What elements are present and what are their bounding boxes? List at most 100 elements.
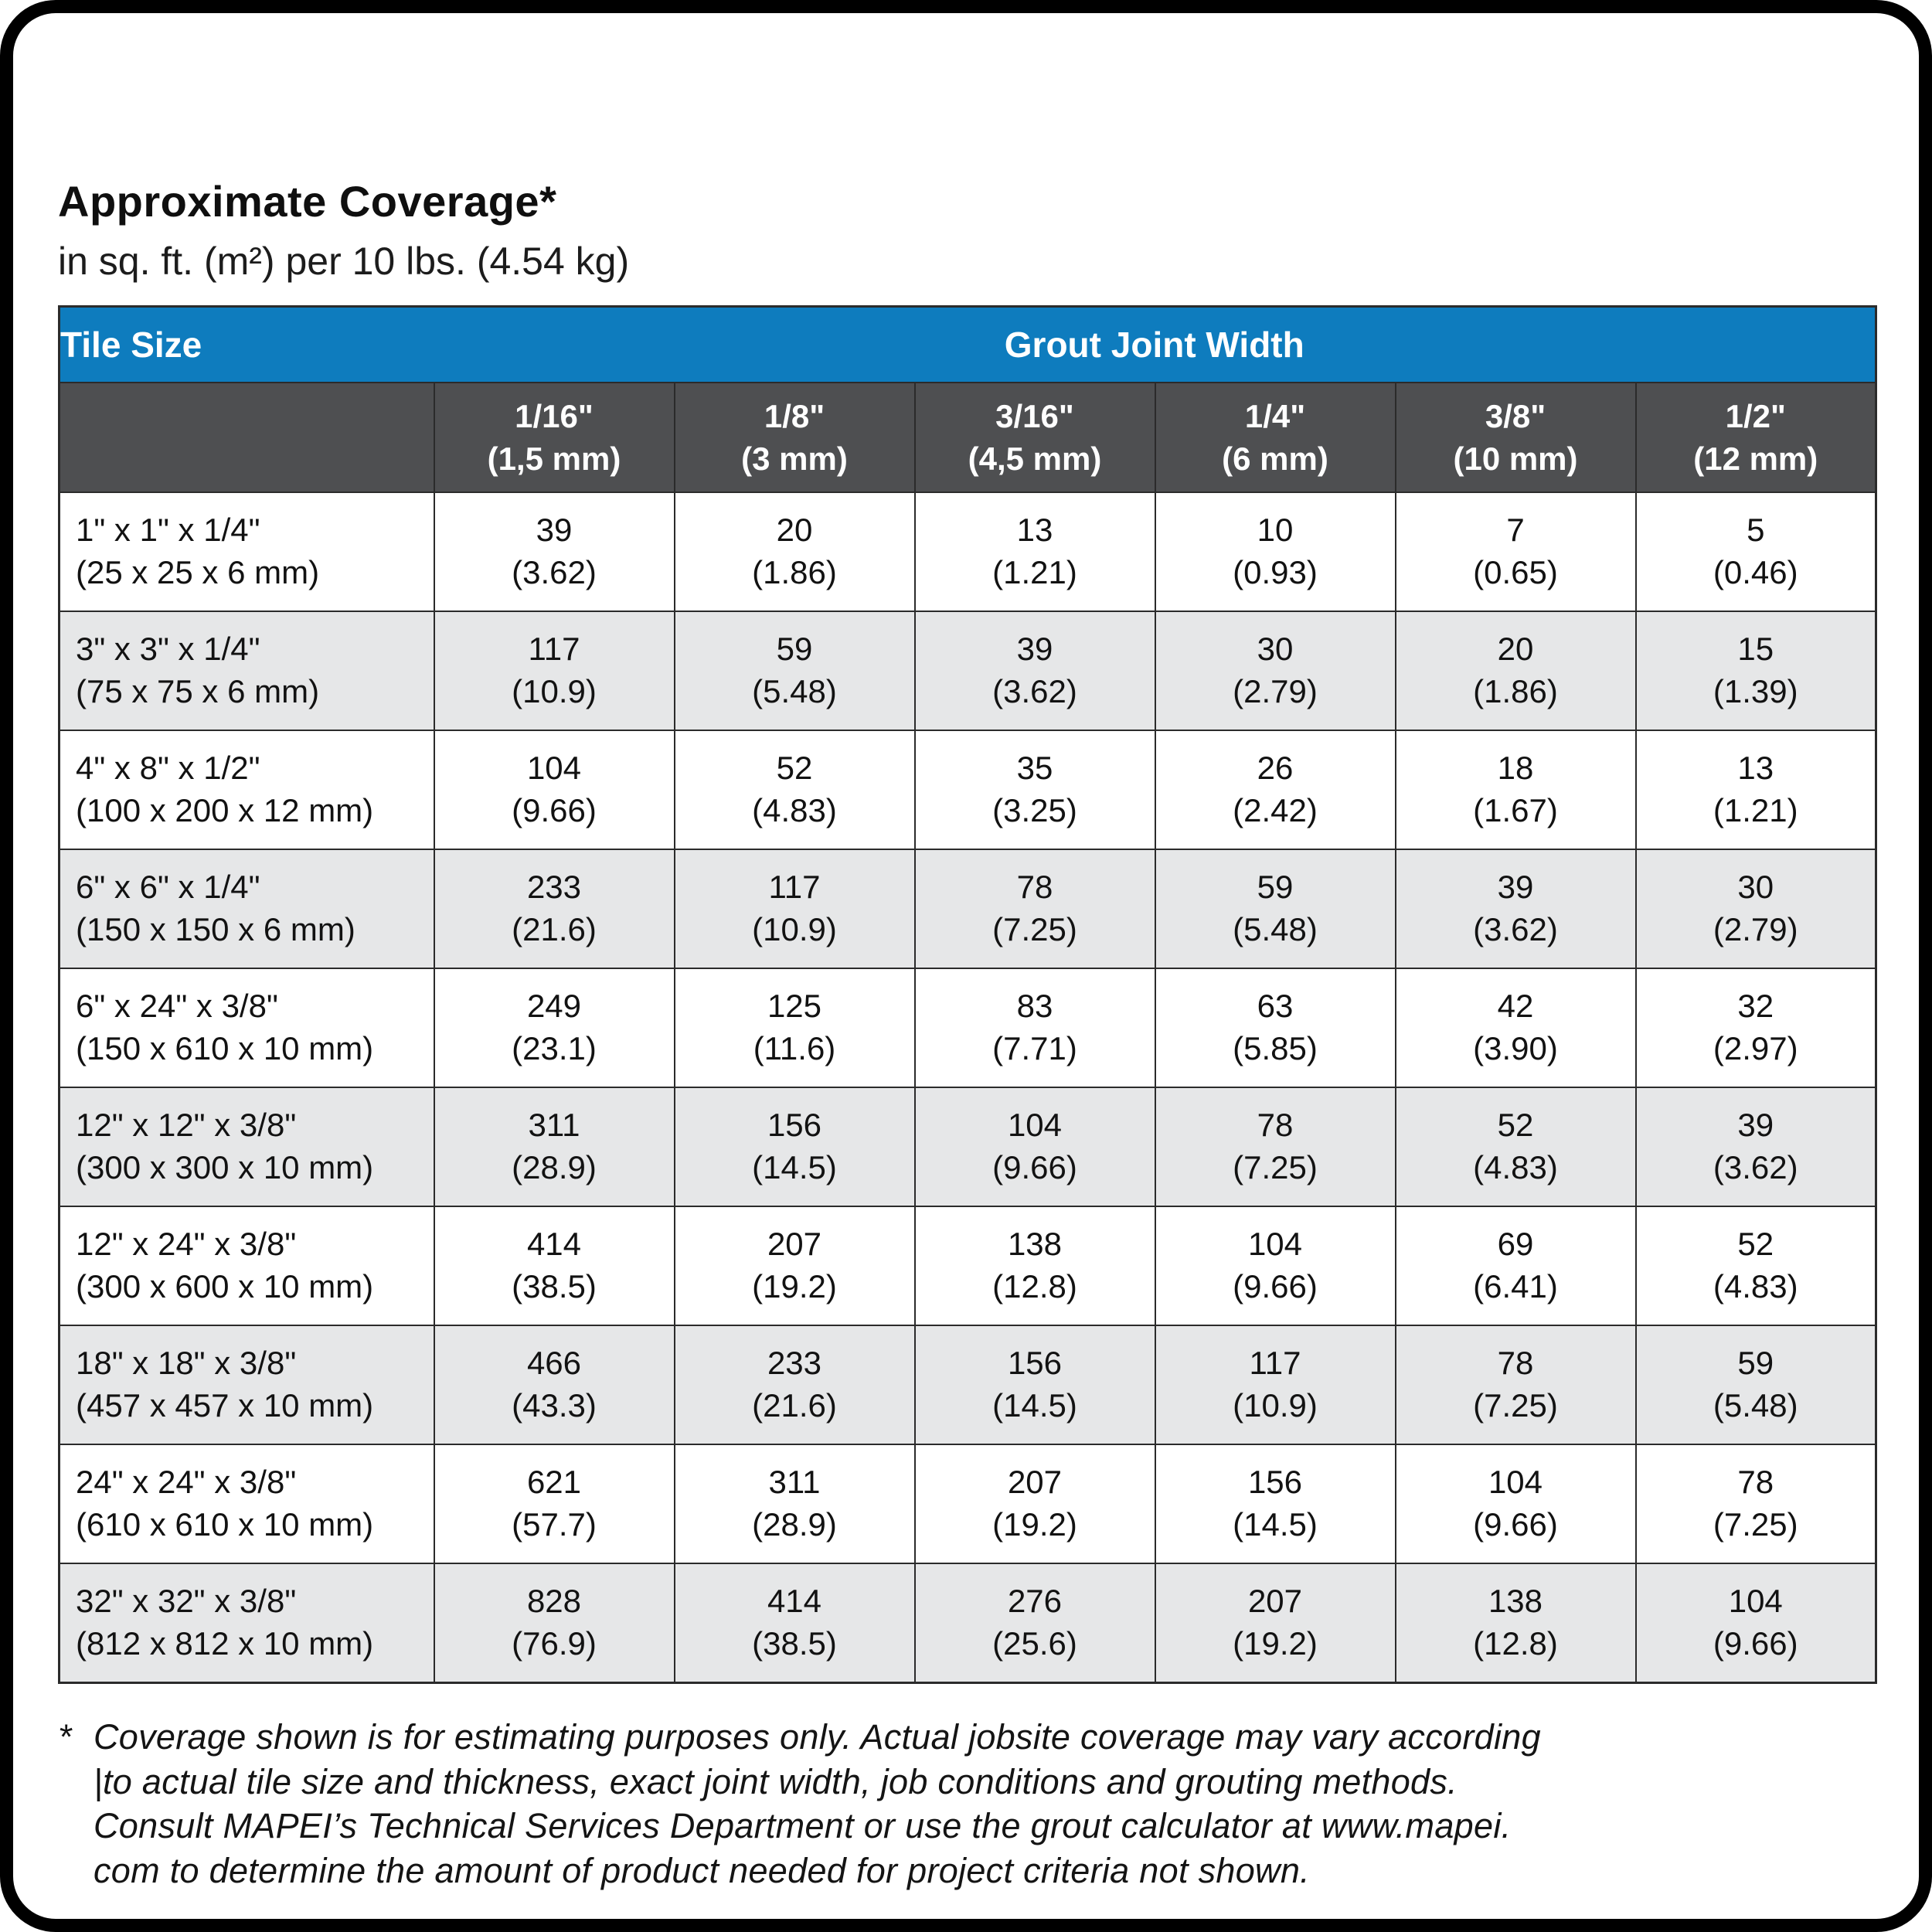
coverage-sqft: 26 (1257, 750, 1294, 787)
coverage-value-cell: 156 (14.5) (673, 1087, 916, 1207)
coverage-table: Tile Size Grout Joint Width 1/16" (1,5 mm… (58, 305, 1878, 1684)
coverage-sqft: 249 (526, 988, 582, 1025)
coverage-value-cell: 207 (19.2) (673, 1206, 916, 1326)
coverage-m2: (1.67) (1473, 792, 1558, 828)
joint-width-mm: (12 mm) (1693, 440, 1818, 477)
coverage-sqft: 69 (1497, 1226, 1534, 1263)
coverage-value-cell: 30 (2.79) (1154, 611, 1396, 731)
coverage-value-cell: 10 (0.93) (1154, 492, 1396, 612)
tile-size-mm: (75 x 75 x 6 mm) (76, 673, 320, 709)
coverage-value-cell: 20 (1.86) (673, 492, 916, 612)
tile-size-mm: (812 x 812 x 10 mm) (76, 1625, 374, 1662)
tile-size-mm: (300 x 300 x 10 mm) (76, 1149, 374, 1185)
coverage-value-cell: 5 (0.46) (1634, 492, 1877, 612)
coverage-sqft: 276 (1007, 1583, 1063, 1620)
joint-width-inches: 3/16" (995, 397, 1074, 434)
coverage-m2: (5.85) (1233, 1030, 1318, 1066)
coverage-value-cell: 621 (57.7) (433, 1444, 675, 1564)
joint-width-mm: (3 mm) (741, 440, 848, 477)
coverage-sqft: 13 (1016, 512, 1053, 549)
table-row: 32" x 32" x 3/8" (812 x 812 x 10 mm) 828 (7… (58, 1563, 1877, 1684)
tile-size-cell: 12" x 12" x 3/8" (300 x 300 x 10 mm) (58, 1087, 435, 1207)
coverage-value-cell: 63 (5.85) (1154, 968, 1396, 1088)
coverage-m2: (4.83) (752, 792, 837, 828)
coverage-value-cell: 117 (10.9) (1154, 1325, 1396, 1445)
coverage-m2: (7.25) (992, 911, 1077, 947)
coverage-m2: (9.66) (1233, 1268, 1318, 1304)
coverage-value-cell: 117 (10.9) (433, 611, 675, 731)
coverage-m2: (7.71) (992, 1030, 1077, 1066)
table-row: 1" x 1" x 1/4" (25 x 25 x 6 mm) 39 (3.62) 20… (58, 492, 1877, 612)
tile-size-inches: 18" x 18" x 3/8" (76, 1345, 297, 1382)
coverage-value-cell: 42 (3.90) (1394, 968, 1637, 1088)
coverage-sqft: 78 (1737, 1464, 1774, 1501)
coverage-value-cell: 52 (4.83) (673, 730, 916, 850)
footnote-line: com to determine the amount of product n… (94, 1850, 1310, 1890)
joint-width-column-header: 1/4" (6 mm) (1154, 382, 1396, 493)
coverage-value-cell: 39 (3.62) (1394, 849, 1637, 969)
coverage-sqft: 30 (1737, 869, 1774, 906)
coverage-value-cell: 78 (7.25) (1154, 1087, 1396, 1207)
coverage-sqft: 207 (1247, 1583, 1303, 1620)
coverage-sqft: 30 (1257, 631, 1294, 668)
coverage-value-cell: 138 (12.8) (913, 1206, 1156, 1326)
tile-size-cell: 12" x 24" x 3/8" (300 x 600 x 10 mm) (58, 1206, 435, 1326)
coverage-m2: (43.3) (512, 1387, 597, 1423)
joint-width-inches: 1/4" (1244, 397, 1306, 434)
coverage-sqft: 59 (776, 631, 813, 668)
page-subtitle: in sq. ft. (m²) per 10 lbs. (4.54 kg) (58, 240, 630, 283)
coverage-sqft: 39 (1016, 631, 1053, 668)
coverage-m2: (76.9) (512, 1625, 597, 1662)
joint-width-mm: (10 mm) (1453, 440, 1578, 477)
subheader-empty-cell (58, 382, 435, 493)
coverage-value-cell: 30 (2.79) (1634, 849, 1877, 969)
joint-width-mm: (6 mm) (1222, 440, 1328, 477)
coverage-m2: (21.6) (752, 1387, 837, 1423)
coverage-sqft: 32 (1737, 988, 1774, 1025)
tile-size-cell: 4" x 8" x 1/2" (100 x 200 x 12 mm) (58, 730, 435, 850)
coverage-m2: (1.21) (992, 554, 1077, 590)
coverage-m2: (21.6) (512, 911, 597, 947)
coverage-sqft: 20 (776, 512, 813, 549)
coverage-m2: (19.2) (752, 1268, 837, 1304)
coverage-sqft: 311 (528, 1107, 580, 1144)
coverage-m2: (38.5) (512, 1268, 597, 1304)
coverage-m2: (1.39) (1713, 673, 1798, 709)
coverage-m2: (0.65) (1473, 554, 1558, 590)
tile-size-mm: (150 x 610 x 10 mm) (76, 1030, 374, 1066)
coverage-sqft: 156 (767, 1107, 822, 1144)
coverage-value-cell: 104 (9.66) (1634, 1563, 1877, 1684)
joint-width-column-header: 1/2" (12 mm) (1634, 382, 1877, 493)
tile-size-header: Tile Size (59, 306, 434, 383)
coverage-m2: (11.6) (753, 1030, 836, 1066)
coverage-m2: (0.46) (1713, 554, 1798, 590)
coverage-m2: (5.48) (1233, 911, 1318, 947)
tile-size-cell: 1" x 1" x 1/4" (25 x 25 x 6 mm) (58, 492, 435, 612)
coverage-m2: (1.86) (752, 554, 837, 590)
coverage-sqft: 35 (1016, 750, 1053, 787)
coverage-sqft: 104 (1007, 1107, 1063, 1144)
coverage-value-cell: 104 (9.66) (433, 730, 675, 850)
coverage-sqft: 414 (526, 1226, 582, 1263)
coverage-sqft: 15 (1737, 631, 1774, 668)
joint-width-inches: 1/8" (764, 397, 825, 434)
coverage-sqft: 104 (1247, 1226, 1303, 1263)
table-row: 6" x 24" x 3/8" (150 x 610 x 10 mm) 249 (23… (58, 968, 1877, 1088)
coverage-sqft: 39 (536, 512, 573, 549)
grout-joint-width-header: Grout Joint Width (434, 306, 1876, 383)
coverage-m2: (38.5) (752, 1625, 837, 1662)
coverage-sqft: 621 (526, 1464, 582, 1501)
coverage-sqft: 117 (1249, 1345, 1301, 1382)
coverage-value-cell: 83 (7.71) (913, 968, 1156, 1088)
coverage-sqft: 59 (1257, 869, 1294, 906)
joint-width-mm: (4,5 mm) (968, 440, 1102, 477)
coverage-value-cell: 20 (1.86) (1394, 611, 1637, 731)
page-title: Approximate Coverage* (58, 177, 557, 226)
coverage-value-cell: 78 (7.25) (913, 849, 1156, 969)
coverage-value-cell: 828 (76.9) (433, 1563, 675, 1684)
coverage-m2: (2.79) (1713, 911, 1798, 947)
coverage-m2: (10.9) (512, 673, 597, 709)
coverage-sqft: 414 (767, 1583, 822, 1620)
coverage-m2: (4.83) (1713, 1268, 1798, 1304)
tile-size-cell: 24" x 24" x 3/8" (610 x 610 x 10 mm) (58, 1444, 435, 1564)
